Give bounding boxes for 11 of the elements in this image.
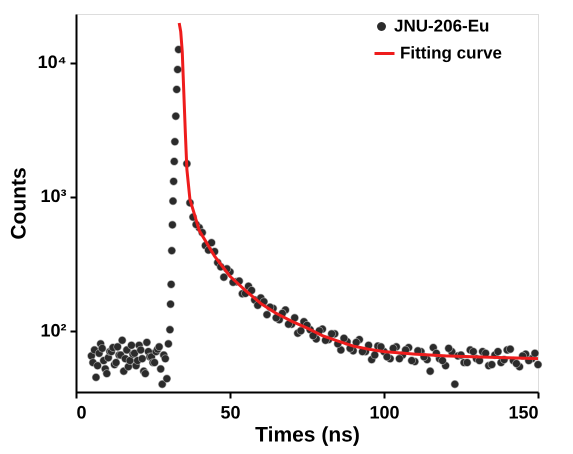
y-tick-label: 10³ bbox=[40, 186, 67, 206]
legend-label: Fitting curve bbox=[400, 44, 502, 62]
y-tick-label: 10² bbox=[40, 320, 67, 340]
y-tick-label: 10⁴ bbox=[38, 52, 66, 72]
x-tick-label: 50 bbox=[220, 402, 241, 422]
x-tick-label: 0 bbox=[76, 402, 87, 422]
x-tick-label: 100 bbox=[369, 402, 400, 422]
legend-label: JNU-206-Eu bbox=[394, 16, 490, 36]
x-tick-label: 150 bbox=[508, 402, 538, 422]
x-axis-title: Times (ns) bbox=[255, 424, 360, 446]
y-axis-title: Counts bbox=[8, 167, 31, 240]
